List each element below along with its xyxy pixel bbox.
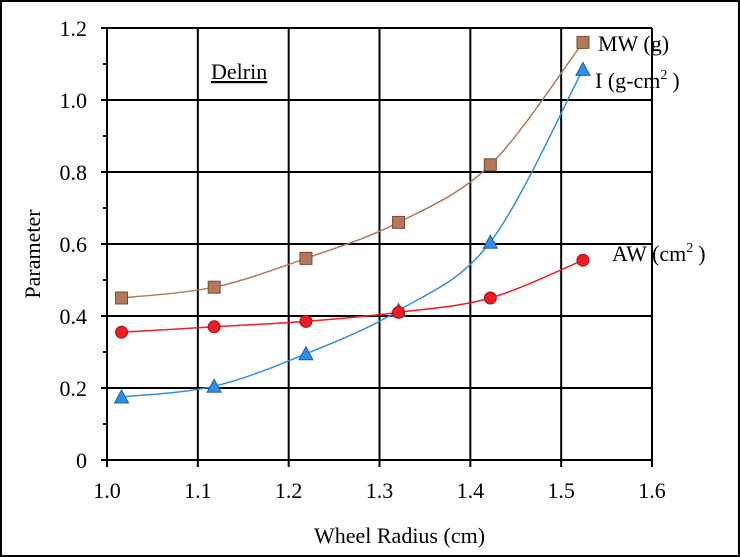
y-tick-label: 0.8: [60, 160, 88, 185]
i-triangle-marker: [298, 345, 314, 361]
y-tick-label: 0: [76, 448, 87, 473]
x-tick-label: 1.5: [547, 478, 575, 503]
y-tick-label: 0.4: [60, 304, 88, 329]
series-square-label: MW (g): [598, 31, 669, 56]
mw-square-marker: [299, 251, 313, 265]
aw-circle-marker: [392, 305, 406, 319]
x-tick-label: 1.4: [457, 478, 485, 503]
x-axis-label: Wheel Radius (cm): [314, 523, 485, 548]
series-circle-line: [121, 259, 584, 333]
aw-circle-marker: [483, 291, 497, 305]
superscript-two: 2: [686, 241, 693, 256]
i-triangle-marker: [206, 378, 223, 393]
mw-square-marker: [483, 158, 497, 172]
y-tick-label: 0.2: [60, 376, 88, 401]
x-tick-label: 1.2: [275, 478, 303, 503]
y-tick-label: 0.6: [60, 232, 88, 257]
delrin-annotation: Delrin: [211, 59, 267, 84]
grid-lines: [107, 27, 653, 460]
y-tick-label: 1.0: [60, 88, 88, 113]
i-triangle-marker: [482, 234, 499, 249]
aw-circle-marker: [576, 253, 590, 267]
mw-square-marker: [207, 280, 221, 294]
x-tick-labels: 1.0 1.1 1.2 1.3 1.4 1.5 1.6: [93, 478, 666, 503]
i-triangle-marker: [113, 388, 130, 404]
x-tick-label: 1.3: [366, 478, 394, 503]
aw-circle-marker: [299, 314, 313, 328]
y-tick-label: 1.2: [60, 16, 88, 41]
x-tick-label: 1.1: [184, 478, 212, 503]
y-axis-label: Parameter: [20, 209, 45, 299]
label-close-paren: ): [698, 241, 705, 266]
mw-square-marker: [576, 35, 590, 49]
series-circle-label: AW (cm2): [612, 241, 706, 266]
mw-square-marker: [115, 291, 129, 305]
mw-square-marker: [392, 215, 406, 229]
x-tick-label: 1.0: [93, 478, 121, 503]
axes: [101, 27, 653, 467]
aw-circle-marker: [207, 320, 221, 334]
label-close-paren: ): [672, 68, 679, 93]
superscript-two: 2: [660, 68, 667, 83]
aw-circle-marker: [115, 325, 129, 339]
series-layer: [113, 35, 591, 404]
y-tick-labels: 0 0.2 0.4 0.6 0.8 1.0 1.2: [60, 16, 88, 473]
i-triangle-marker: [575, 61, 591, 76]
x-tick-label: 1.6: [638, 478, 666, 503]
